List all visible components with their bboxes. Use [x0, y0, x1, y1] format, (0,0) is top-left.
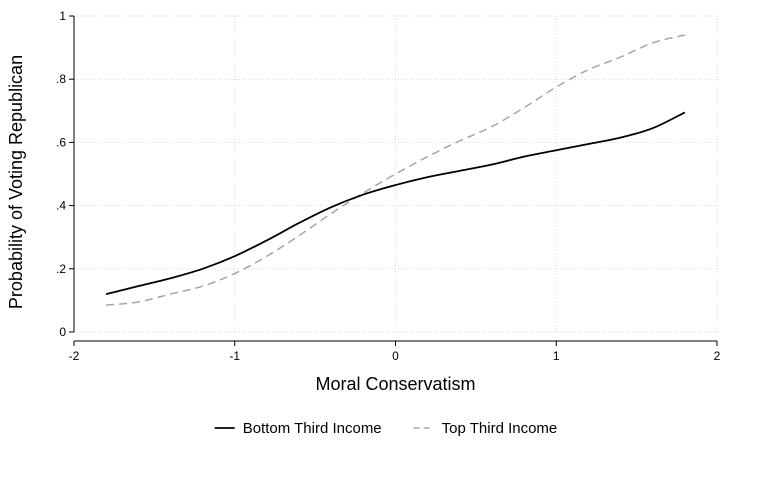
y-tick-label: 1 — [59, 9, 66, 23]
grid-lines — [73, 15, 718, 333]
x-tick-label: 0 — [392, 349, 399, 363]
series-line-top-third-income — [106, 34, 686, 306]
legend: Bottom Third Income Top Third Income — [214, 420, 558, 437]
series-lines — [105, 34, 686, 306]
x-tick-label: 2 — [714, 349, 721, 363]
series-line-bottom-third-income — [105, 111, 686, 295]
y-tick-label: .6 — [56, 135, 66, 149]
axes: 0 .2 .4 .6 .8 1 -2 -1 0 1 2 — [56, 9, 721, 363]
legend-label: Top Third Income — [442, 420, 558, 437]
y-tick-label: .8 — [56, 72, 66, 86]
y-tick-label: .2 — [56, 262, 66, 276]
x-tick-label: -2 — [69, 349, 80, 363]
x-tick-label: -1 — [229, 349, 240, 363]
y-tick-label: .4 — [56, 199, 66, 213]
x-axis-title: Moral Conservatism — [315, 374, 475, 394]
x-tick-label: 1 — [553, 349, 560, 363]
legend-label: Bottom Third Income — [243, 420, 382, 437]
y-axis-title: Probability of Voting Republican — [6, 55, 26, 309]
y-tick-label: 0 — [59, 325, 66, 339]
